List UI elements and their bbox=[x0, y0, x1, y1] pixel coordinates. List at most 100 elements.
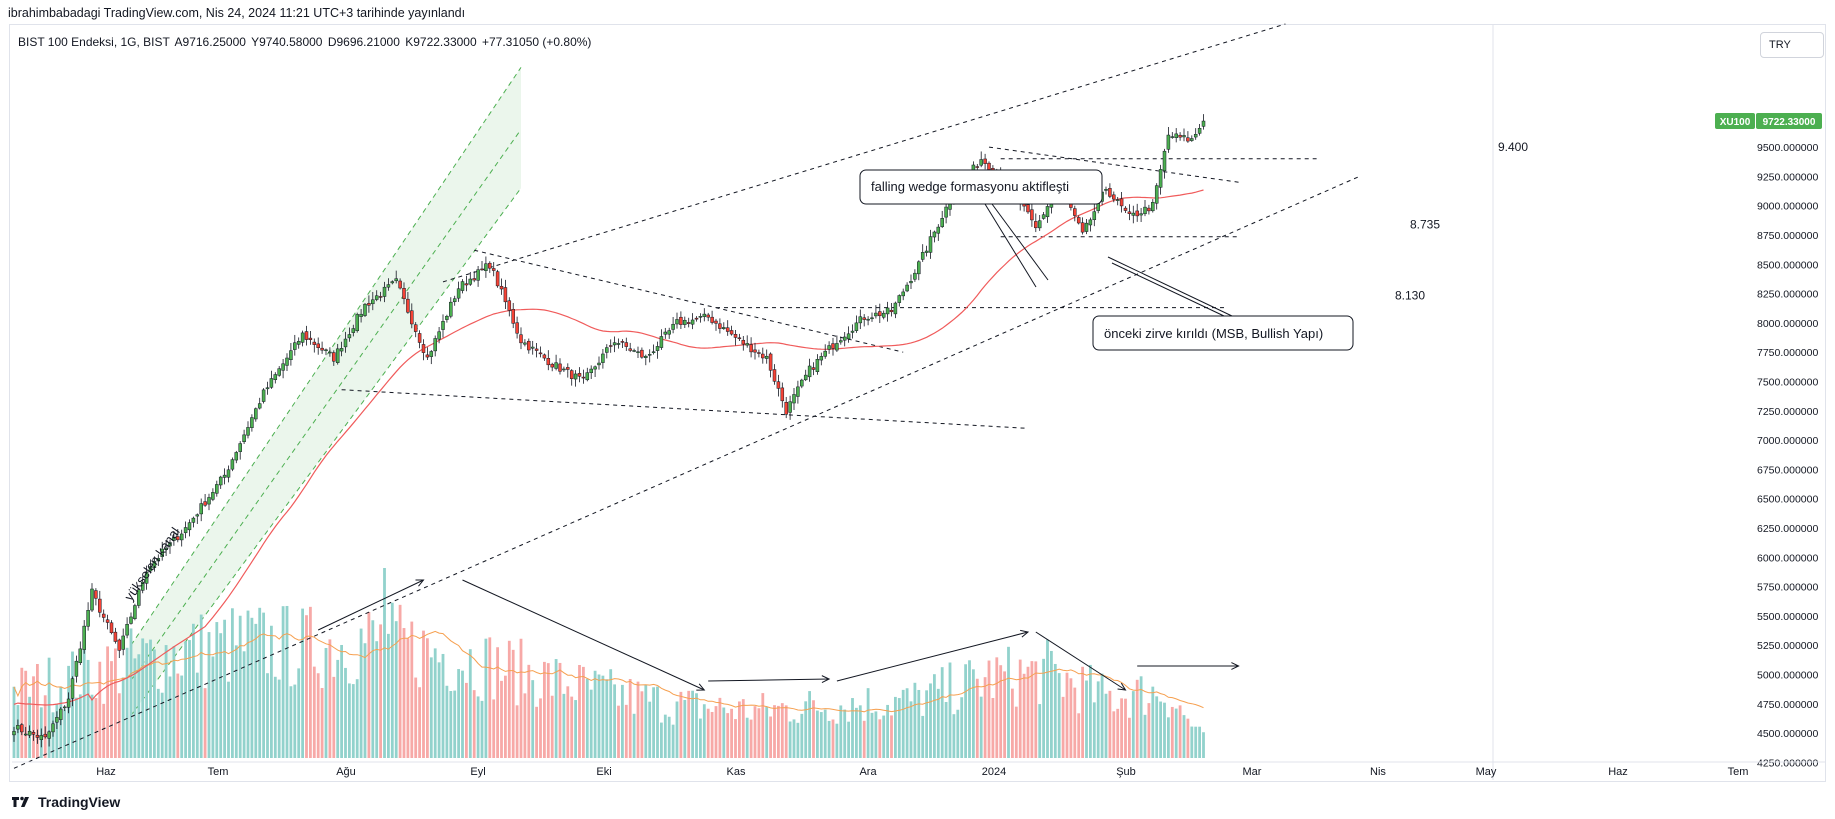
chart-pane[interactable] bbox=[9, 24, 1826, 782]
candle-body bbox=[20, 724, 24, 733]
candle-body bbox=[456, 288, 461, 299]
volume-bar bbox=[184, 641, 187, 758]
volume-bar bbox=[289, 686, 293, 758]
price-tick: 5750.000000 bbox=[1757, 582, 1818, 594]
symbol-name[interactable]: BIST 100 Endeksi, 1G, BIST bbox=[18, 35, 170, 49]
volume-trend-arrow bbox=[1035, 631, 1126, 691]
volume-bar bbox=[484, 638, 488, 758]
candle-body bbox=[706, 314, 710, 318]
price-axis[interactable]: 4250.000000 4500.000000 4750.000000 5000.00… bbox=[1492, 24, 1822, 780]
volume-bar bbox=[1143, 714, 1147, 758]
volume-bar bbox=[238, 615, 242, 758]
candle-body bbox=[593, 366, 597, 370]
candle-body bbox=[729, 330, 734, 335]
volume-bar bbox=[203, 688, 207, 758]
volume-bar bbox=[535, 706, 538, 758]
volume-bar bbox=[843, 709, 847, 758]
candle-body bbox=[449, 301, 453, 317]
candle-body bbox=[601, 353, 605, 363]
candle-body bbox=[1178, 134, 1182, 138]
volume-bar bbox=[1186, 718, 1190, 758]
candle-body bbox=[1135, 210, 1139, 217]
volume-bar bbox=[624, 704, 628, 758]
volume-bar bbox=[933, 674, 936, 758]
candle-body bbox=[897, 295, 902, 303]
candle-body bbox=[842, 336, 847, 341]
volume-bar bbox=[20, 667, 24, 758]
candle-body bbox=[359, 313, 363, 317]
candle-body bbox=[854, 322, 859, 331]
candle-body bbox=[768, 353, 773, 371]
volume-bar bbox=[437, 662, 441, 758]
candle-body bbox=[616, 343, 621, 345]
time-tick: Mar bbox=[1243, 766, 1262, 778]
volume-bar bbox=[36, 664, 39, 758]
candle-body bbox=[300, 332, 305, 343]
candle-body bbox=[1162, 150, 1167, 171]
candle-body bbox=[437, 331, 441, 340]
candle-body bbox=[35, 734, 40, 738]
volume-bar bbox=[344, 667, 347, 758]
candle-body bbox=[722, 327, 726, 329]
candle-body bbox=[207, 497, 211, 505]
wedge-callout-pointer-2 bbox=[991, 203, 1049, 281]
volume-bar bbox=[874, 711, 878, 758]
ohlc-high: Y9740.58000 bbox=[251, 35, 323, 49]
volume-bar bbox=[433, 648, 437, 758]
candle-body bbox=[1076, 217, 1081, 224]
volume-bar bbox=[500, 680, 503, 758]
volume-bar bbox=[726, 713, 730, 758]
time-axis[interactable]: Haz Tem Ağu Eyl Eki Kas Ara 2024 Şub Mar Nis May Haz… bbox=[12, 761, 1826, 778]
last-price-tag-text: 9722.33000 bbox=[1763, 117, 1816, 128]
volume-bar bbox=[223, 619, 226, 758]
candle-body bbox=[1131, 212, 1136, 216]
candle-body bbox=[74, 660, 79, 677]
volume-bar bbox=[917, 689, 921, 758]
candle-body bbox=[694, 317, 699, 320]
candle-body bbox=[304, 331, 309, 340]
volume-bar bbox=[1081, 666, 1084, 758]
volume-bar bbox=[110, 661, 113, 758]
candle-body bbox=[550, 363, 554, 368]
volume-bar bbox=[1116, 708, 1120, 758]
volume-bar bbox=[527, 664, 531, 758]
candle-body bbox=[55, 717, 59, 723]
volume-bar bbox=[172, 646, 176, 758]
currency-button[interactable]: TRY bbox=[1760, 32, 1824, 58]
volume-bar bbox=[777, 705, 780, 758]
candle-body bbox=[659, 336, 664, 348]
candle-body bbox=[179, 533, 184, 541]
volume-bar bbox=[410, 621, 414, 758]
candle-body bbox=[815, 358, 820, 372]
candle-body bbox=[394, 278, 398, 282]
candle-body bbox=[254, 408, 258, 420]
price-tick: 6500.000000 bbox=[1757, 494, 1818, 506]
volume-bar bbox=[324, 647, 328, 758]
volume-bar bbox=[199, 614, 203, 758]
candle-body bbox=[464, 283, 469, 286]
volume-bar bbox=[1151, 686, 1155, 758]
candle-body bbox=[1119, 198, 1124, 207]
volume-bar bbox=[106, 646, 109, 758]
volume-bar bbox=[121, 677, 125, 758]
candle-body bbox=[1092, 211, 1097, 220]
candle-body bbox=[47, 731, 51, 739]
volume-bar bbox=[1046, 639, 1049, 758]
volume-bar bbox=[359, 628, 363, 758]
volume-bar bbox=[956, 709, 960, 758]
volume-bar bbox=[975, 678, 979, 758]
candle-body bbox=[1041, 214, 1046, 219]
volume-bar bbox=[1034, 661, 1038, 758]
volume-bar bbox=[270, 625, 273, 758]
volume-bar bbox=[671, 724, 675, 758]
volume-bar bbox=[153, 649, 156, 758]
candle-body bbox=[386, 284, 391, 288]
candle-body bbox=[176, 536, 180, 541]
candle-body bbox=[51, 723, 55, 733]
channel-lower-line bbox=[130, 187, 522, 716]
volume-bar bbox=[796, 722, 800, 758]
tradingview-brand[interactable]: TradingView bbox=[10, 794, 120, 810]
volume-bar bbox=[831, 719, 835, 758]
candle-body bbox=[569, 370, 574, 379]
